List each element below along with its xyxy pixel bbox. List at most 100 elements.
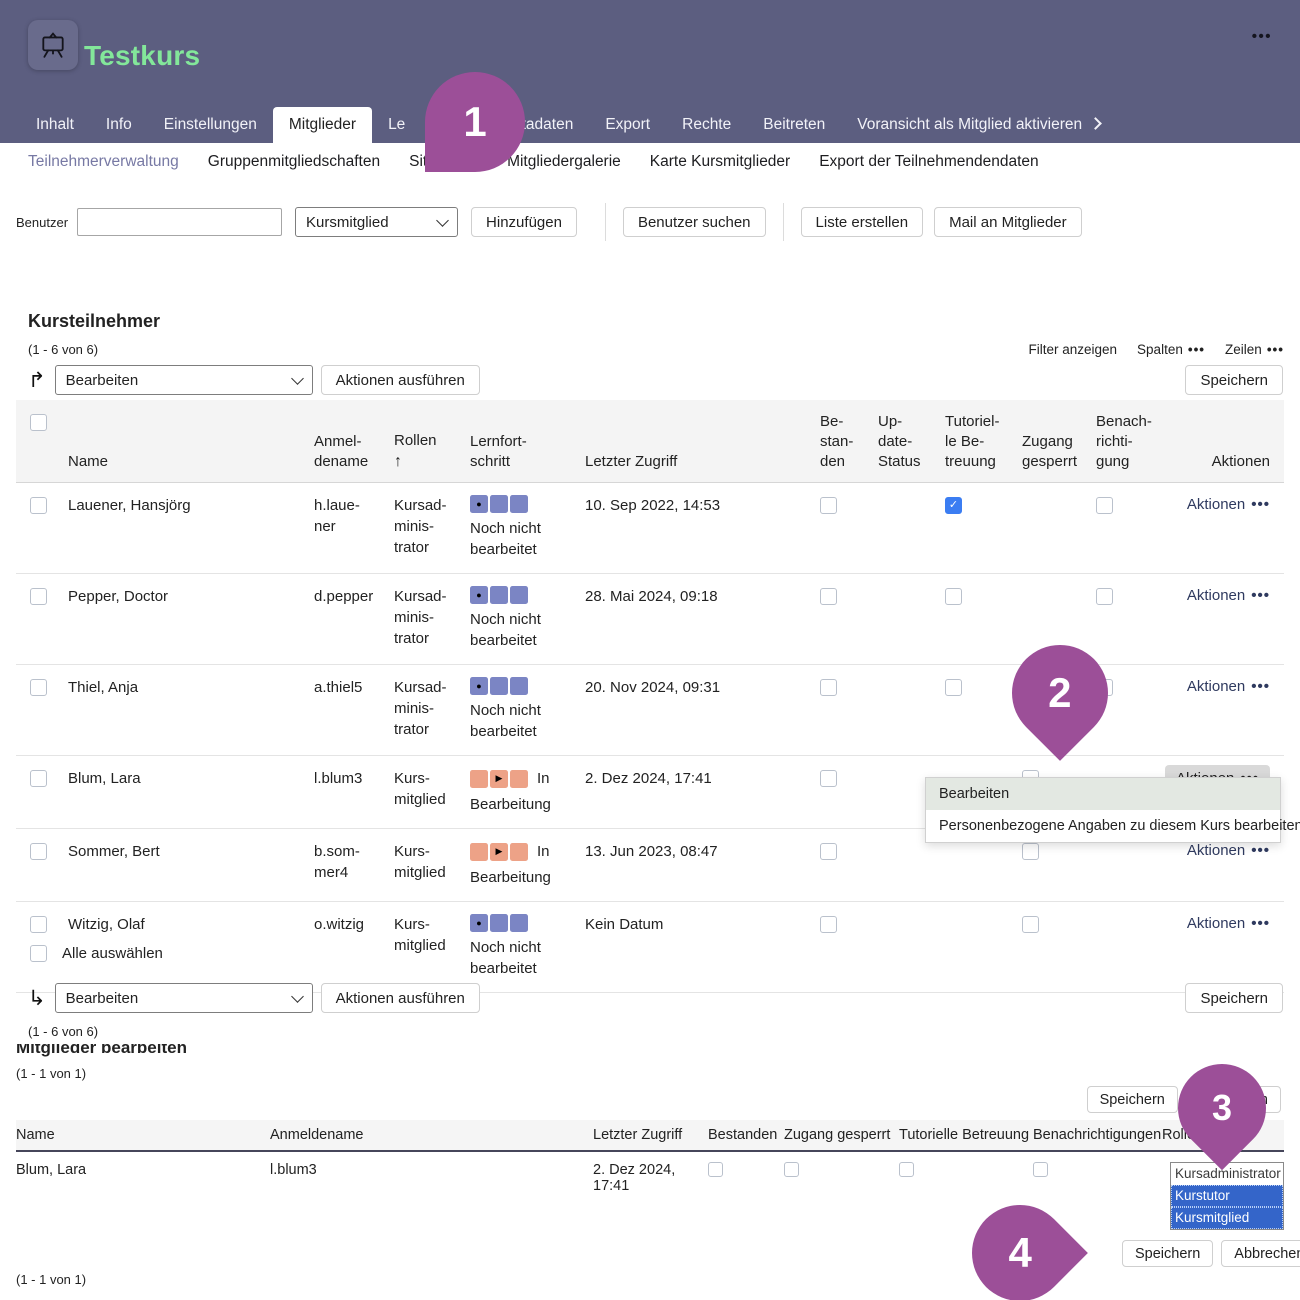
subtab-export-der-teilnehmendendaten[interactable]: Export der Teilnehmendendaten: [819, 153, 1039, 170]
update-status-cell: [871, 829, 933, 901]
aktionen-link[interactable]: Aktionen •••: [1187, 842, 1270, 859]
column-header-lernfort-schritt[interactable]: Lernfort- schritt: [470, 420, 585, 482]
select-all-checkbox[interactable]: [30, 945, 47, 962]
bestanden-checkbox[interactable]: [820, 770, 837, 787]
cell-letzter-zugriff: 20. Nov 2024, 09:31: [585, 679, 721, 696]
role-select[interactable]: Kursmitglied: [295, 207, 459, 237]
tab-mitglieder[interactable]: Mitglieder: [272, 107, 373, 143]
cell-rollen: Kursad- minis- trator: [394, 588, 447, 647]
rollen-option-kurstutor[interactable]: Kurstutor: [1171, 1185, 1283, 1207]
row-checkbox[interactable]: [30, 770, 47, 787]
speichern-button-bottom[interactable]: Speichern: [1185, 983, 1283, 1013]
zugang-gesperrt-checkbox[interactable]: [1022, 843, 1039, 860]
speichern-button-top[interactable]: Speichern: [1185, 365, 1283, 395]
rollen-listbox[interactable]: Kursadministrator Kurstutor Kursmitglied: [1170, 1162, 1284, 1230]
row-checkbox[interactable]: [30, 916, 47, 933]
tab-inhalt[interactable]: Inhalt: [20, 107, 90, 143]
zeilen-link[interactable]: Zeilen •••: [1225, 342, 1284, 357]
row-checkbox[interactable]: [30, 843, 47, 860]
rollen-option-kursmitglied[interactable]: Kursmitglied: [1171, 1207, 1283, 1229]
zugang-gesperrt-checkbox[interactable]: [1022, 916, 1039, 933]
rollen-option-kursadministrator[interactable]: Kursadministrator: [1175, 1166, 1281, 1181]
progress-square: [490, 677, 508, 695]
progress-label: Bearbeitung: [470, 796, 551, 813]
mail-an-mitglieder-button[interactable]: Mail an Mitglieder: [934, 207, 1082, 237]
row-checkbox[interactable]: [30, 588, 47, 605]
cell-rollen: Kurs- mitglied: [394, 843, 446, 881]
tutorielle-betreuung-checkbox[interactable]: [945, 588, 962, 605]
tutorielle-betreuung-checkbox[interactable]: [899, 1162, 914, 1177]
bestanden-checkbox[interactable]: [820, 679, 837, 696]
bestanden-checkbox[interactable]: [820, 916, 837, 933]
aktionen-ausfuehren-button-bottom[interactable]: Aktionen ausführen: [320, 983, 480, 1013]
benachrichtigungen-checkbox[interactable]: [1033, 1162, 1048, 1177]
column-header-letzter-zugriff[interactable]: Letzter Zugriff: [585, 440, 815, 482]
tab-rechte[interactable]: Rechte: [666, 107, 747, 143]
spalten-link[interactable]: Spalten •••: [1137, 342, 1206, 357]
bestanden-cell: [815, 829, 871, 901]
bestanden-checkbox[interactable]: [820, 497, 837, 514]
aktionen-link[interactable]: Aktionen •••: [1187, 587, 1270, 604]
row-select-cell: [16, 756, 68, 828]
progress-square: [470, 769, 488, 788]
aktionen-link[interactable]: Aktionen •••: [1187, 496, 1270, 513]
edit-speichern-button-bottom[interactable]: Speichern: [1122, 1240, 1214, 1267]
column-header-tutoriel-le-be-treuung[interactable]: Tutoriel- le Be- treuung: [933, 400, 1009, 482]
bestanden-checkbox[interactable]: [820, 588, 837, 605]
tab-einstellungen[interactable]: Einstellungen: [148, 107, 273, 143]
column-header-benach-richti-gung[interactable]: Benach- richti- gung: [1085, 400, 1165, 482]
subtab-karte-kursmitglieder[interactable]: Karte Kursmitglieder: [649, 153, 791, 170]
cell-name: Witzig, Olaf: [68, 916, 145, 933]
aktionen-ausfuehren-button-top[interactable]: Aktionen ausführen: [320, 365, 480, 395]
benutzer-suchen-button[interactable]: Benutzer suchen: [622, 207, 766, 237]
benachrichtigung-checkbox[interactable]: [1096, 497, 1113, 514]
menu-item-bearbeiten[interactable]: Bearbeiten: [926, 778, 1280, 810]
tab-le[interactable]: Le: [372, 107, 484, 143]
tutorielle-betreuung-cell: [933, 902, 1009, 992]
row-checkbox[interactable]: [30, 497, 47, 514]
tab-beitreten[interactable]: Beitreten: [747, 107, 841, 143]
column-header-select[interactable]: [16, 400, 68, 431]
tab-voransicht-als-mitglied-aktivieren[interactable]: Voransicht als Mitglied aktivieren: [841, 107, 1116, 143]
benachrichtigung-checkbox[interactable]: [1096, 588, 1113, 605]
header-more-icon[interactable]: •••: [1251, 28, 1272, 45]
tutorielle-betreuung-checkbox[interactable]: [945, 679, 962, 696]
edit-speichern-button-top[interactable]: Speichern: [1086, 1086, 1178, 1113]
bulk-select-top[interactable]: Bearbeiten: [54, 365, 313, 395]
tab-export[interactable]: Export: [589, 107, 666, 143]
edit-abbrechen-button-bottom[interactable]: Abbrechen: [1221, 1240, 1300, 1267]
hinzufuegen-button[interactable]: Hinzufügen: [471, 207, 577, 237]
benutzer-input[interactable]: [77, 208, 283, 236]
subtab-gruppenmitgliedschaften[interactable]: Gruppenmitgliedschaften: [207, 153, 381, 170]
zugang-gesperrt-checkbox[interactable]: [784, 1162, 799, 1177]
column-header-zugang-gesperrt[interactable]: Zugang gesperrt: [1009, 420, 1085, 482]
participants-count: (1 - 6 von 6): [28, 342, 99, 357]
aktionen-link[interactable]: Aktionen •••: [1187, 915, 1270, 932]
tutorielle-betreuung-checkbox[interactable]: ✓: [945, 497, 962, 514]
column-header-aktionen[interactable]: Aktionen: [1165, 440, 1284, 482]
subtab-teilnehmerverwaltung[interactable]: Teilnehmerverwaltung: [28, 153, 179, 170]
filter-anzeigen-link[interactable]: Filter anzeigen: [1028, 342, 1118, 357]
cell-lernfortschritt: ● Noch nicht bearbeitet: [470, 483, 585, 573]
bulk-select-bottom[interactable]: Bearbeiten: [54, 983, 313, 1013]
bestanden-checkbox[interactable]: [708, 1162, 723, 1177]
column-header-anmel-dename[interactable]: Anmel- dename: [314, 420, 394, 482]
header-select-all-checkbox[interactable]: [30, 414, 47, 431]
column-label: Benach- richti- gung: [1096, 413, 1152, 470]
tab-info[interactable]: Info: [90, 107, 148, 143]
bestanden-checkbox[interactable]: [820, 843, 837, 860]
update-status-cell: [871, 902, 933, 992]
column-header-up-date-status[interactable]: Up- date- Status: [871, 400, 933, 482]
column-header-be-stan-den[interactable]: Be- stan- den: [815, 400, 871, 482]
liste-erstellen-button[interactable]: Liste erstellen: [800, 207, 924, 237]
column-header-rollen[interactable]: Rollen ↑: [394, 419, 470, 482]
menu-item-personenbezogene-angaben[interactable]: Personenbezogene Angaben zu diesem Kurs …: [939, 818, 1300, 834]
column-header-name[interactable]: Name: [68, 440, 314, 482]
progress-square: [510, 842, 528, 861]
cell-anmeldename: a.thiel5: [314, 679, 363, 696]
row-checkbox[interactable]: [30, 679, 47, 696]
callout-1: 1: [425, 72, 525, 172]
column-label: Lernfort- schritt: [470, 433, 527, 470]
aktionen-link[interactable]: Aktionen •••: [1187, 678, 1270, 695]
subtab-mitgliedergalerie[interactable]: Mitgliedergalerie: [507, 153, 621, 170]
